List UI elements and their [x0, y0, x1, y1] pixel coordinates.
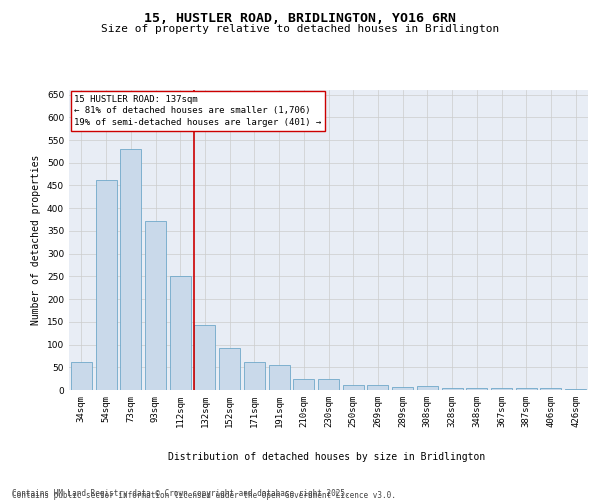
- Text: 15, HUSTLER ROAD, BRIDLINGTON, YO16 6RN: 15, HUSTLER ROAD, BRIDLINGTON, YO16 6RN: [144, 12, 456, 26]
- Bar: [269, 366, 290, 390]
- Bar: [244, 362, 265, 390]
- Bar: [491, 388, 512, 390]
- Bar: [442, 388, 463, 390]
- Text: 15 HUSTLER ROAD: 137sqm
← 81% of detached houses are smaller (1,706)
19% of semi: 15 HUSTLER ROAD: 137sqm ← 81% of detache…: [74, 94, 322, 127]
- Bar: [95, 180, 116, 390]
- Text: Size of property relative to detached houses in Bridlington: Size of property relative to detached ho…: [101, 24, 499, 34]
- Bar: [293, 378, 314, 390]
- Bar: [145, 221, 166, 390]
- Bar: [516, 388, 537, 390]
- Bar: [170, 276, 191, 390]
- Text: Distribution of detached houses by size in Bridlington: Distribution of detached houses by size …: [169, 452, 485, 462]
- Bar: [417, 386, 438, 390]
- Text: Contains HM Land Registry data © Crown copyright and database right 2025.: Contains HM Land Registry data © Crown c…: [12, 488, 350, 498]
- Bar: [541, 388, 562, 390]
- Bar: [565, 388, 586, 390]
- Bar: [466, 388, 487, 390]
- Bar: [71, 362, 92, 390]
- Y-axis label: Number of detached properties: Number of detached properties: [31, 155, 41, 325]
- Bar: [219, 348, 240, 390]
- Bar: [343, 385, 364, 390]
- Text: Contains public sector information licensed under the Open Government Licence v3: Contains public sector information licen…: [12, 491, 396, 500]
- Bar: [367, 385, 388, 390]
- Bar: [120, 149, 141, 390]
- Bar: [392, 388, 413, 390]
- Bar: [318, 378, 339, 390]
- Bar: [194, 326, 215, 390]
